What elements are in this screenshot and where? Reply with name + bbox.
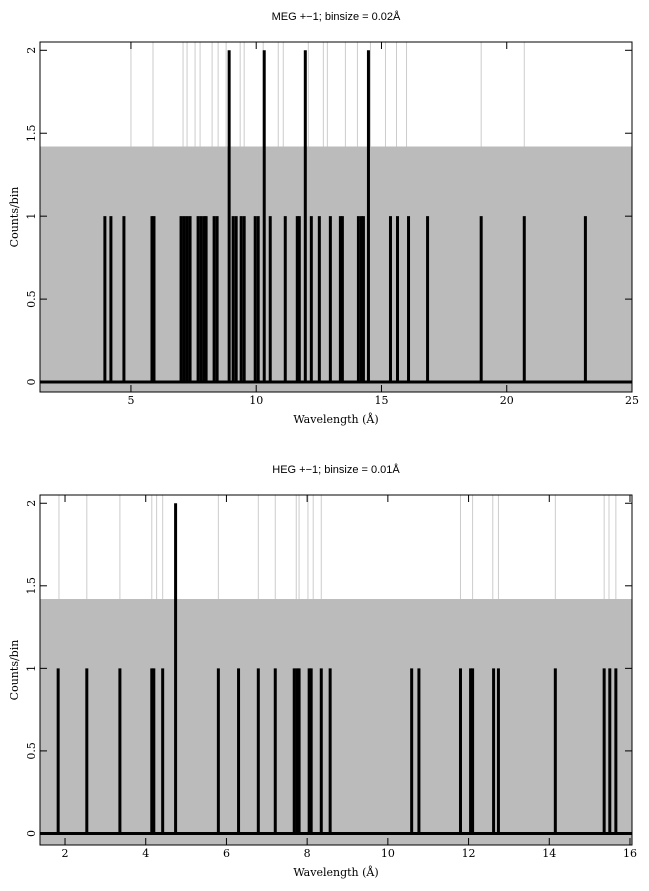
x-tick-label: 10 xyxy=(381,847,395,860)
x-tick-label: 20 xyxy=(500,394,514,407)
x-axis-label: Wavelength (Å) xyxy=(293,865,378,879)
background-level xyxy=(40,146,632,392)
background-level xyxy=(40,599,632,845)
y-tick-label: 0 xyxy=(25,830,38,837)
y-tick-label: 1 xyxy=(25,213,38,220)
x-tick-label: 25 xyxy=(625,394,639,407)
x-tick-label: 16 xyxy=(623,847,637,860)
x-tick-label: 8 xyxy=(304,847,311,860)
y-tick-label: 0.5 xyxy=(25,290,38,308)
x-tick-label: 12 xyxy=(462,847,476,860)
y-tick-label: 0 xyxy=(25,379,38,386)
x-tick-label: 5 xyxy=(127,394,134,407)
chart-title: HEG +−1; binsize = 0.01Å xyxy=(272,463,400,476)
x-tick-label: 15 xyxy=(374,394,388,407)
plot-frame xyxy=(39,494,633,846)
y-axis-label: Counts/bin xyxy=(8,640,21,701)
x-tick-label: 6 xyxy=(223,847,230,860)
x-tick-label: 14 xyxy=(542,847,556,860)
x-tick-label: 2 xyxy=(62,847,69,860)
y-tick-label: 1.5 xyxy=(25,124,38,142)
y-tick-label: 1.5 xyxy=(25,577,38,595)
x-tick-label: 4 xyxy=(142,847,149,860)
x-tick-label: 10 xyxy=(249,394,263,407)
y-tick-label: 2 xyxy=(25,47,38,54)
y-tick-label: 1 xyxy=(25,665,38,672)
y-axis-label: Counts/bin xyxy=(8,187,21,248)
y-tick-label: 2 xyxy=(25,500,38,507)
plot-frame xyxy=(39,41,633,393)
x-axis-label: Wavelength (Å) xyxy=(293,412,378,426)
chart-title: MEG +−1; binsize = 0.02Å xyxy=(272,10,401,23)
y-tick-label: 0.5 xyxy=(25,742,38,760)
